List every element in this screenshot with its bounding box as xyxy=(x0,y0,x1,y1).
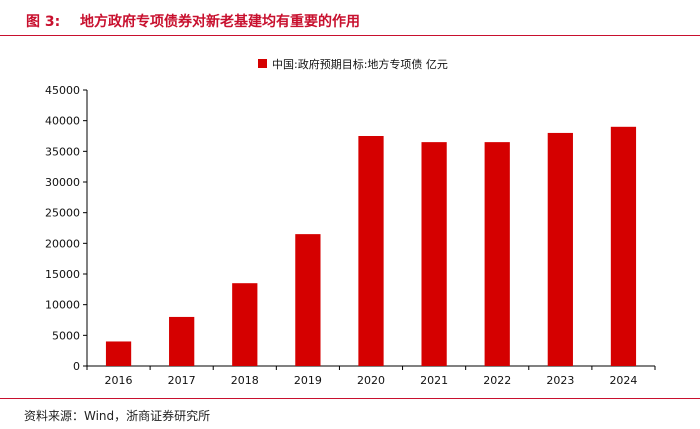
bar xyxy=(484,142,510,366)
chart-legend: 中国:政府预期目标:地方专项债 亿元 xyxy=(258,57,448,71)
y-tick-label: 25000 xyxy=(45,207,80,220)
bar xyxy=(295,234,321,366)
bars xyxy=(105,126,637,366)
bar xyxy=(232,283,258,366)
x-tick-label: 2024 xyxy=(609,374,637,387)
y-tick-label: 20000 xyxy=(45,237,80,250)
bar xyxy=(358,136,384,366)
x-tick-label: 2023 xyxy=(546,374,574,387)
bar-chart: 中国:政府预期目标:地方专项债 亿元 0 5000 10000 15000 20000 2… xyxy=(45,57,656,387)
x-tick-label: 2017 xyxy=(168,374,196,387)
y-axis: 0 5000 10000 15000 20000 25000 30000 35000 40000… xyxy=(45,84,88,373)
y-tick-label: 45000 xyxy=(45,84,80,97)
x-tick-label: 2020 xyxy=(357,374,385,387)
y-tick-label: 15000 xyxy=(45,268,80,281)
bar xyxy=(169,316,195,366)
x-tick-label: 2016 xyxy=(105,374,133,387)
x-tick-label: 2022 xyxy=(483,374,511,387)
legend-swatch xyxy=(258,59,267,68)
y-tick-label: 10000 xyxy=(45,299,80,312)
legend-label: 中国:政府预期目标:地方专项债 亿元 xyxy=(272,57,448,71)
y-tick-label: 0 xyxy=(73,360,80,373)
x-tick-label: 2021 xyxy=(420,374,448,387)
x-tick-label: 2018 xyxy=(231,374,259,387)
y-tick-label: 35000 xyxy=(45,145,80,158)
y-tick-label: 5000 xyxy=(52,329,80,342)
x-axis: 2016 2017 2018 2019 2020 2021 2022 2023 2024 xyxy=(86,365,656,387)
y-tick-label: 30000 xyxy=(45,176,80,189)
y-tick-label: 40000 xyxy=(45,115,80,128)
bar xyxy=(547,132,573,366)
bar xyxy=(105,341,132,366)
bar xyxy=(421,142,447,366)
source-footer: 资料来源：Wind，浙商证券研究所 xyxy=(0,398,700,429)
x-tick-label: 2019 xyxy=(294,374,322,387)
source-note: 资料来源：Wind，浙商证券研究所 xyxy=(24,409,211,423)
figure-number: 图 3: xyxy=(26,14,61,30)
figure-title: 地方政府专项债券对新老基建均有重要的作用 xyxy=(80,14,360,30)
figure-title-bar: 图 3: 地方政府专项债券对新老基建均有重要的作用 xyxy=(0,0,700,36)
bar xyxy=(610,126,637,366)
